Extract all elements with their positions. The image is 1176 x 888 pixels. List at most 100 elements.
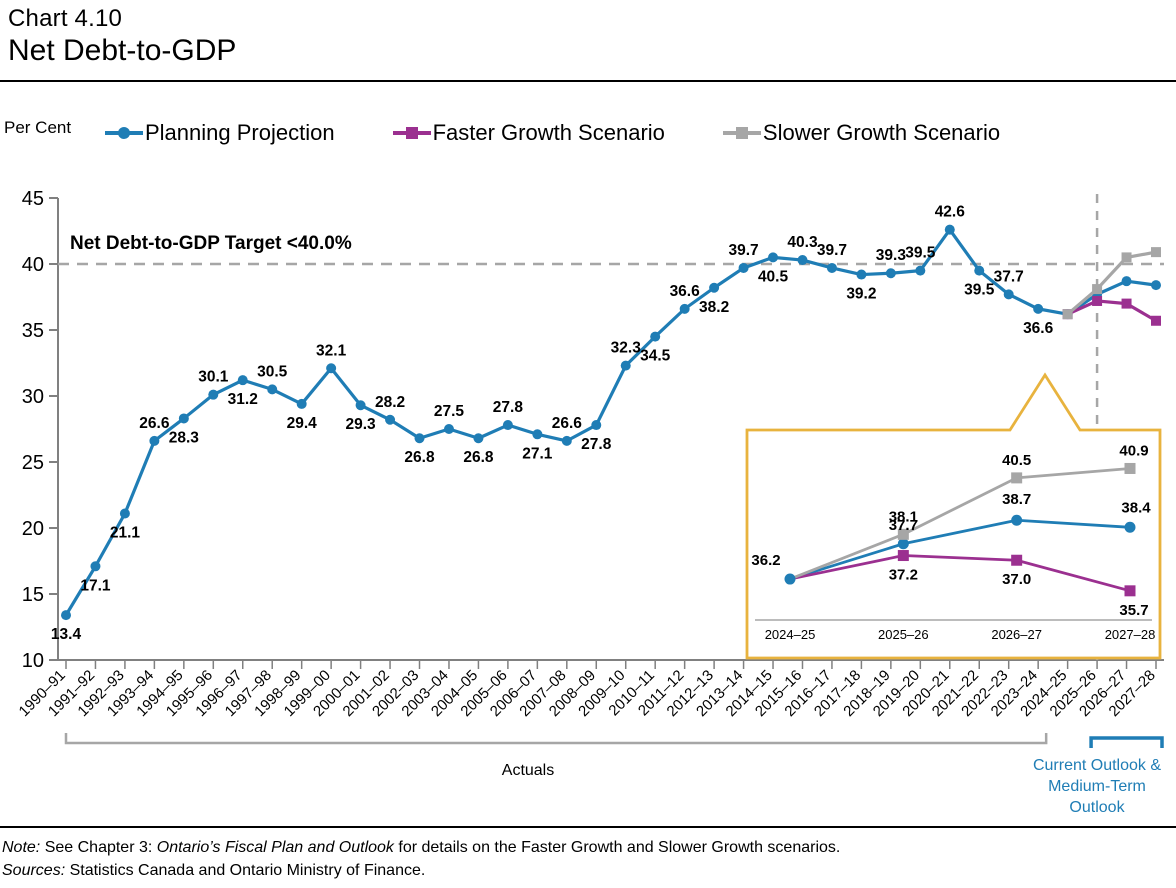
data-point (1151, 280, 1161, 291)
net-debt-to-gdp-chart: 10 15 20 25 30 35 40 45 1990–911991–921992–9319… (16, 188, 1164, 816)
data-label: 27.8 (581, 436, 612, 453)
inset-data-label: 38.1 (889, 508, 918, 525)
y-tick-label: 45 (22, 188, 44, 210)
legend-label-planning-projection: Planning Projection (145, 120, 335, 145)
series-line (1066, 250, 1158, 316)
outlook-brace (1089, 736, 1164, 748)
data-point (119, 508, 130, 519)
inset-data-label: 38.7 (1002, 491, 1031, 508)
data-label: 29.4 (287, 415, 318, 432)
data-point (974, 265, 985, 276)
sources-label: Sources: (2, 862, 66, 880)
data-label: 27.5 (434, 403, 465, 420)
axis-braces: Actuals Current Outlook & Medium-Term Outlo… (64, 733, 1164, 816)
data-label: 36.6 (1023, 320, 1054, 337)
inset-data-label: 37.0 (1002, 571, 1031, 588)
data-label: 27.8 (493, 399, 524, 416)
inset-data-point (897, 528, 909, 540)
outlook-brace-label-line: Medium-Term (1048, 778, 1146, 795)
data-point (650, 331, 661, 342)
data-label: 29.3 (346, 416, 377, 433)
data-point (1151, 247, 1161, 258)
footer-divider (0, 826, 1176, 828)
data-label: 38.2 (699, 299, 729, 316)
data-label: 40.3 (787, 234, 818, 251)
inset-chart: 2024–25 2025–26 2026–27 2027–28 38.1 40.5 40.9… (745, 372, 1162, 660)
data-label: 39.7 (817, 242, 847, 259)
data-point (1092, 295, 1103, 306)
data-point (90, 561, 101, 572)
data-point (178, 413, 189, 424)
legend-item-planning-projection[interactable]: Planning Projection (105, 120, 335, 146)
data-label: 31.2 (228, 391, 258, 408)
legend-swatch-planning-projection (105, 123, 143, 143)
actuals-brace-label: Actuals (502, 762, 554, 779)
inset-data-point (1011, 472, 1023, 484)
chart-number: Chart 4.10 (8, 5, 123, 32)
data-point (208, 389, 219, 400)
data-point (915, 265, 926, 276)
legend-label-slower-growth: Slower Growth Scenario (762, 120, 1001, 145)
note-line: Note: See Chapter 3: Ontario’s Fiscal Pl… (2, 836, 840, 859)
target-annotation: Net Debt-to-GDP Target <40.0% (70, 233, 352, 254)
data-point (502, 420, 513, 431)
data-point (1121, 298, 1132, 309)
note-text-2: for details on the Faster Growth and Slo… (393, 839, 841, 856)
data-point (414, 433, 425, 444)
data-point (1121, 252, 1132, 263)
data-label: 17.1 (80, 577, 111, 594)
inset-x-label: 2025–26 (878, 627, 929, 642)
data-point (355, 400, 366, 411)
inset-data-point (1011, 514, 1023, 526)
data-point (1151, 315, 1161, 326)
data-labels: 13.417.121.126.628.330.131.230.529.432.1… (51, 204, 1054, 643)
series-lines (61, 224, 1161, 621)
chart-header: Chart 4.10 Net Debt-to-GDP (8, 5, 236, 69)
data-point (944, 224, 955, 235)
inset-callout-border (745, 372, 1162, 660)
y-axis-unit-label: Per Cent (4, 118, 72, 137)
legend-label-faster-growth: Faster Growth Scenario (432, 120, 665, 145)
legend-swatch-faster-growth (392, 123, 431, 143)
data-label: 34.5 (640, 348, 671, 365)
inset-data-label: 37.2 (889, 567, 918, 584)
data-label: 39.2 (846, 286, 876, 303)
legend-item-slower-growth[interactable]: Slower Growth Scenario (722, 120, 1001, 146)
legend-swatch-slower-growth (722, 123, 761, 143)
data-point (591, 420, 602, 431)
actuals-brace (64, 733, 1048, 745)
data-point (797, 255, 808, 266)
header-divider (0, 80, 1176, 82)
inset-data-point (1124, 585, 1136, 597)
data-point (473, 433, 484, 444)
data-label: 28.3 (169, 429, 200, 446)
data-point (443, 424, 454, 434)
data-label: 42.6 (935, 204, 966, 221)
y-tick-label: 15 (22, 584, 44, 606)
y-tick-label: 25 (22, 452, 44, 474)
inset-series-line (789, 518, 1131, 581)
inset-data-point (1124, 462, 1136, 474)
inset-data-point (897, 550, 909, 562)
inset-x-label: 2026–27 (991, 627, 1042, 642)
inset-data-point (784, 573, 796, 585)
data-point (267, 384, 278, 395)
data-label: 26.8 (404, 449, 435, 466)
inset-data-point (1011, 554, 1023, 566)
data-label: 37.7 (994, 268, 1024, 285)
data-point (532, 429, 543, 440)
data-point (1003, 289, 1014, 300)
data-point (237, 375, 248, 386)
inset-data-label: 35.7 (1119, 602, 1148, 619)
data-point (738, 262, 749, 273)
data-label: 28.2 (375, 394, 405, 411)
legend-item-faster-growth[interactable]: Faster Growth Scenario (392, 120, 665, 146)
note-text-1: See Chapter 3: (40, 839, 157, 856)
data-point (1062, 309, 1073, 320)
data-label: 26.6 (139, 415, 170, 432)
data-label: 36.6 (670, 283, 701, 300)
data-point (561, 435, 572, 446)
inset-data-point (897, 538, 909, 550)
data-label: 26.6 (552, 415, 583, 432)
data-label: 26.8 (463, 449, 494, 466)
